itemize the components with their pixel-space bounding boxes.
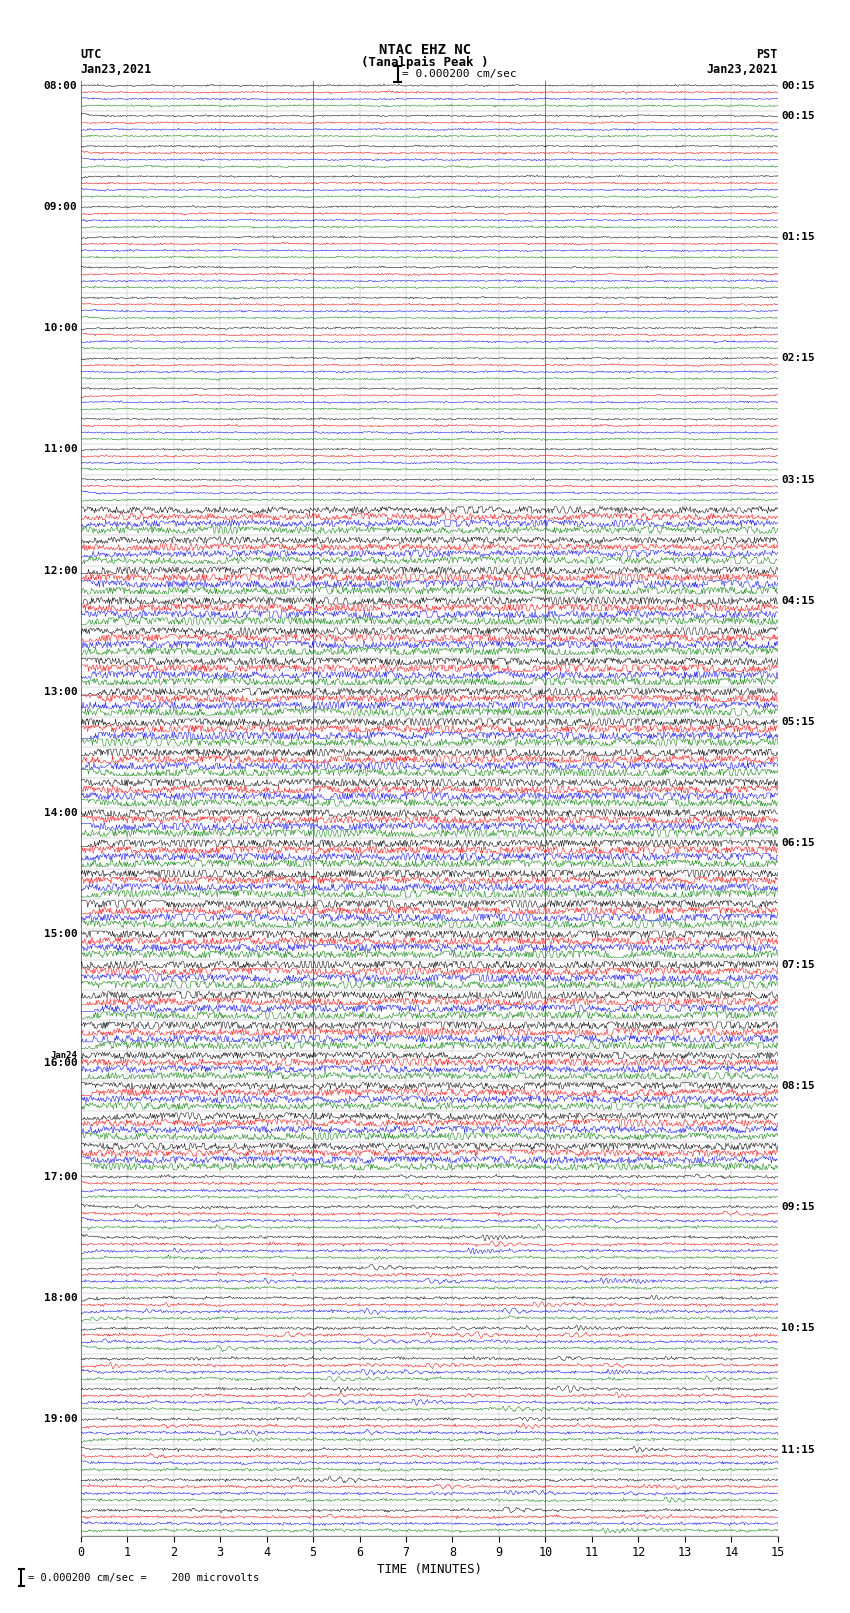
Text: 12:00: 12:00 — [43, 566, 77, 576]
Text: 10:00: 10:00 — [43, 323, 77, 334]
Text: 06:15: 06:15 — [781, 839, 815, 848]
Text: 02:15: 02:15 — [781, 353, 815, 363]
Text: 00:15: 00:15 — [781, 81, 815, 90]
Text: 03:15: 03:15 — [781, 474, 815, 484]
Text: 14:00: 14:00 — [43, 808, 77, 818]
Text: Jan23,2021: Jan23,2021 — [81, 63, 152, 76]
Text: = 0.000200 cm/sec: = 0.000200 cm/sec — [402, 69, 517, 79]
Text: 15:00: 15:00 — [43, 929, 77, 939]
Text: 05:15: 05:15 — [781, 718, 815, 727]
Text: 09:00: 09:00 — [43, 202, 77, 211]
Text: 18:00: 18:00 — [43, 1294, 77, 1303]
Text: 17:00: 17:00 — [43, 1171, 77, 1182]
Text: = 0.000200 cm/sec =    200 microvolts: = 0.000200 cm/sec = 200 microvolts — [28, 1573, 259, 1582]
Text: 13:00: 13:00 — [43, 687, 77, 697]
Text: NTAC EHZ NC: NTAC EHZ NC — [379, 44, 471, 56]
Text: PST: PST — [756, 48, 778, 61]
Text: 04:15: 04:15 — [781, 595, 815, 606]
Text: 11:15: 11:15 — [781, 1445, 815, 1455]
Text: 16:00: 16:00 — [43, 1058, 77, 1068]
Text: 08:15: 08:15 — [781, 1081, 815, 1090]
Text: 10:15: 10:15 — [781, 1323, 815, 1334]
Text: 07:15: 07:15 — [781, 960, 815, 969]
Text: Jan24: Jan24 — [50, 1050, 77, 1060]
Text: 19:00: 19:00 — [43, 1415, 77, 1424]
Text: 09:15: 09:15 — [781, 1202, 815, 1211]
Text: Jan23,2021: Jan23,2021 — [706, 63, 778, 76]
Text: (Tanalpais Peak ): (Tanalpais Peak ) — [361, 56, 489, 69]
Text: 08:00: 08:00 — [43, 81, 77, 90]
Text: 11:00: 11:00 — [43, 444, 77, 455]
Text: 00:15: 00:15 — [781, 111, 815, 121]
Text: UTC: UTC — [81, 48, 102, 61]
X-axis label: TIME (MINUTES): TIME (MINUTES) — [377, 1563, 482, 1576]
Text: 01:15: 01:15 — [781, 232, 815, 242]
